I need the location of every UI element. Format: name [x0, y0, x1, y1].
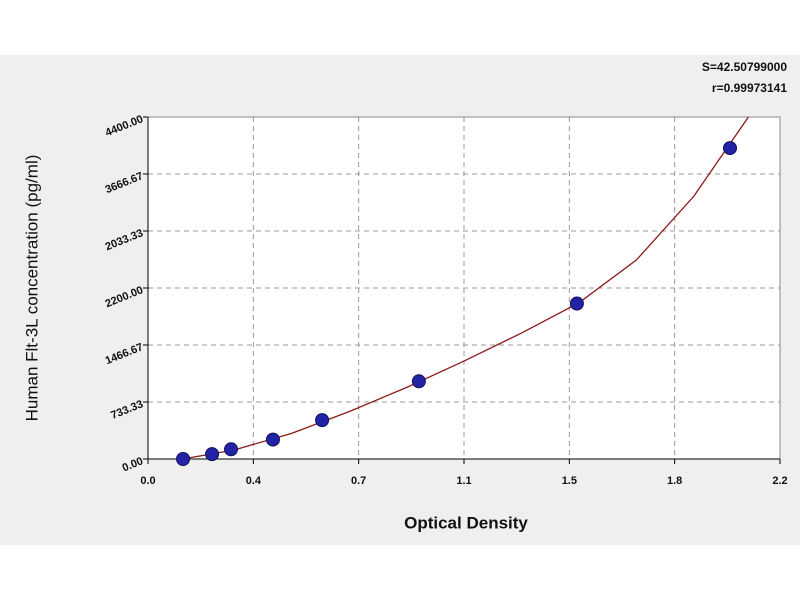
data-point — [224, 442, 239, 457]
annotation: r=0.99973141 — [712, 81, 787, 95]
x-tick-label: 0.7 — [351, 475, 366, 487]
annotation: S=42.50799000 — [702, 60, 787, 74]
data-point — [265, 432, 280, 447]
x-axis-label: Optical Density — [404, 513, 528, 532]
x-tick-label: 0.0 — [140, 475, 155, 487]
x-tick-label: 1.1 — [456, 475, 471, 487]
data-point — [411, 374, 426, 389]
data-point — [315, 413, 330, 428]
data-point — [176, 452, 191, 466]
x-tick-label: 1.5 — [562, 475, 577, 487]
data-point — [723, 141, 738, 156]
y-axis-label: Human Flt-3L concentration (pg/ml) — [22, 155, 41, 422]
data-point — [205, 447, 220, 462]
x-tick-label: 1.8 — [667, 475, 682, 487]
x-tick-label: 0.4 — [246, 475, 262, 487]
x-tick-label: 2.2 — [772, 475, 787, 487]
data-point — [569, 296, 584, 311]
